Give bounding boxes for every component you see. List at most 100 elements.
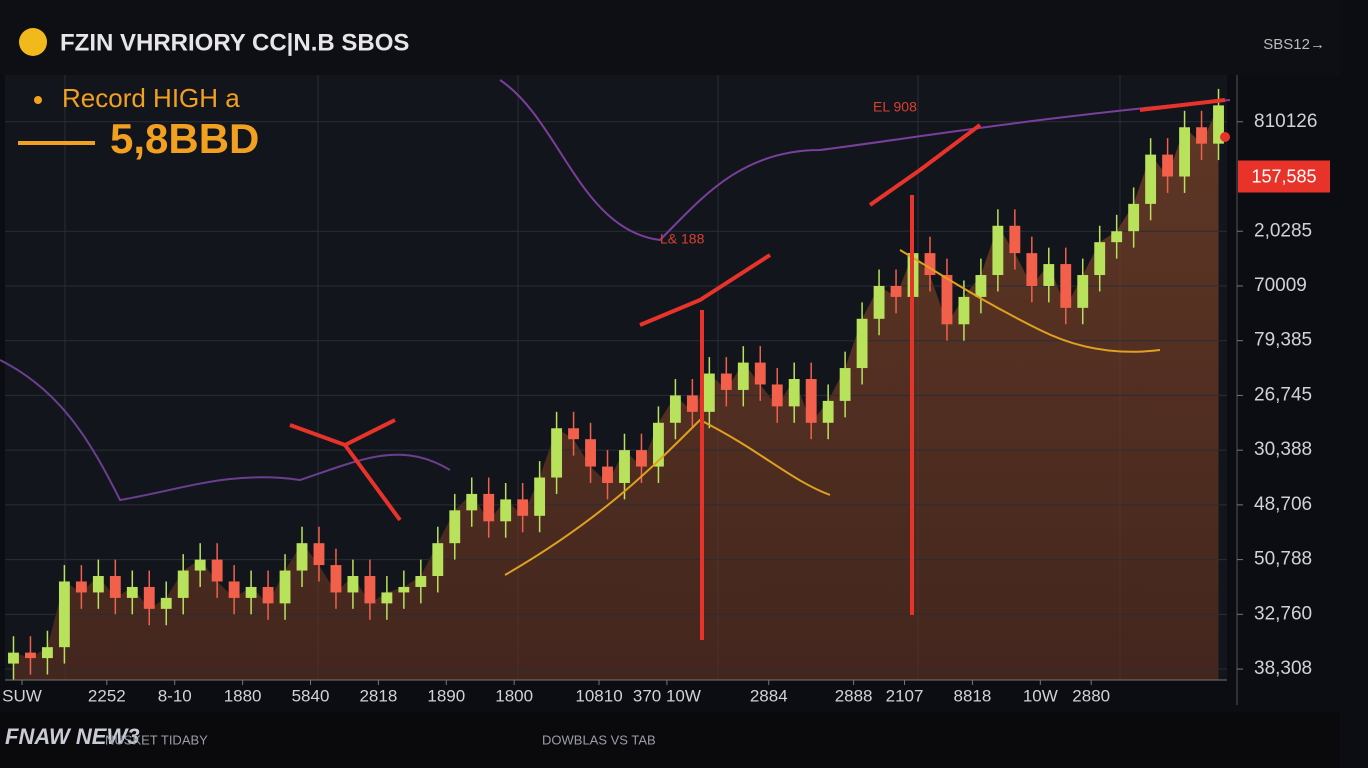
decor-line bbox=[899, 249, 1161, 353]
candle-body bbox=[1009, 225, 1021, 254]
candle-body bbox=[432, 543, 444, 577]
y-tick-label: 48,706 bbox=[1254, 494, 1312, 515]
decor-line bbox=[499, 79, 1231, 242]
candle-body bbox=[992, 225, 1004, 276]
candle-body bbox=[296, 543, 308, 571]
candle-body bbox=[415, 576, 427, 587]
x-tick-label: 2107 bbox=[886, 686, 924, 705]
candle-body bbox=[517, 499, 529, 516]
header-top-right: SBS12→ bbox=[1263, 36, 1325, 53]
candle-body bbox=[839, 368, 851, 401]
logo-icon bbox=[19, 28, 47, 56]
candle-body bbox=[279, 570, 291, 604]
candle-body bbox=[703, 373, 715, 412]
candle-body bbox=[398, 586, 410, 593]
candle-body bbox=[1043, 264, 1055, 286]
candle-body bbox=[1213, 105, 1224, 144]
y-tick-label: 26,745 bbox=[1254, 384, 1312, 405]
x-tick-label: 8-10 bbox=[158, 686, 192, 705]
candle-body bbox=[160, 597, 172, 609]
candle-body bbox=[534, 477, 546, 516]
decor-line bbox=[504, 418, 831, 576]
candle-body bbox=[483, 493, 495, 522]
candle-body bbox=[551, 428, 563, 478]
candle-body bbox=[75, 581, 87, 593]
candle-body bbox=[924, 253, 936, 276]
x-tick-label: 8818 bbox=[954, 686, 992, 705]
candle-body bbox=[822, 400, 834, 423]
candle-body bbox=[754, 362, 766, 385]
candle-body bbox=[364, 576, 376, 604]
annotation: EL 908 bbox=[873, 99, 917, 115]
candle-body bbox=[619, 450, 630, 483]
candle-body bbox=[890, 285, 902, 297]
candle-body bbox=[1196, 127, 1207, 144]
x-tick-label: 10W bbox=[1023, 686, 1058, 705]
footer-bar bbox=[0, 712, 1340, 768]
candle-body bbox=[262, 586, 274, 604]
candle-body bbox=[347, 576, 359, 593]
candle-body bbox=[194, 559, 206, 571]
candle-body bbox=[1094, 242, 1106, 276]
candle-body bbox=[720, 373, 732, 390]
last-price-box bbox=[1238, 160, 1330, 193]
x-tick-label: 2818 bbox=[359, 686, 397, 705]
footer-logo: FNAW NEW3 bbox=[5, 724, 139, 749]
candle-body bbox=[381, 592, 393, 604]
candle-body bbox=[958, 296, 970, 325]
candle-body bbox=[1145, 154, 1157, 204]
candle-body bbox=[177, 570, 189, 598]
x-tick-label: 1890 bbox=[427, 686, 465, 705]
candle-body bbox=[636, 450, 647, 467]
x-tick-label: 5840 bbox=[292, 686, 330, 705]
candle-body bbox=[109, 576, 121, 598]
candle-body bbox=[466, 493, 478, 511]
x-tick-label: 2252 bbox=[88, 686, 126, 705]
candle-body bbox=[652, 422, 664, 467]
candle-body bbox=[1162, 154, 1174, 177]
x-tick-label: 2888 bbox=[835, 686, 873, 705]
candle-body bbox=[25, 652, 36, 659]
candle-body bbox=[975, 275, 987, 297]
candle-body bbox=[602, 466, 613, 483]
header-title: FZIN VHRRIORY CC|N.B SBOS bbox=[60, 29, 409, 56]
annotation: Record HIGH a bbox=[62, 83, 240, 113]
candle-body bbox=[686, 395, 698, 412]
candle-body bbox=[585, 439, 596, 467]
candle-body bbox=[1026, 253, 1038, 286]
candle-body bbox=[126, 586, 138, 598]
x-tick-label: SUW bbox=[2, 686, 42, 705]
x-tick-label: 370 10W bbox=[633, 686, 701, 705]
candle-body bbox=[8, 652, 19, 664]
price-area bbox=[13, 105, 1219, 680]
y-tick-label: 30,388 bbox=[1254, 439, 1312, 460]
x-tick-label: 2880 bbox=[1072, 686, 1110, 705]
candle-body bbox=[330, 565, 342, 593]
candle-body bbox=[1128, 203, 1140, 232]
annotation: L& 188 bbox=[660, 231, 705, 247]
y-tick-label: 70009 bbox=[1254, 275, 1307, 296]
candle-body bbox=[873, 285, 885, 319]
candle-body bbox=[568, 428, 580, 440]
candle-body bbox=[856, 318, 868, 369]
x-tick-label: 10810 bbox=[575, 686, 622, 705]
candle-body bbox=[92, 576, 104, 593]
annotation: 5,8BBD bbox=[110, 115, 259, 162]
candle-body bbox=[805, 379, 817, 423]
candle-body bbox=[449, 510, 461, 544]
last-price-label: 157,585 bbox=[1251, 166, 1316, 186]
candle-body bbox=[1111, 231, 1123, 243]
arrow bbox=[639, 253, 772, 327]
y-tick-label: 79,385 bbox=[1254, 330, 1312, 351]
candle-body bbox=[313, 543, 325, 566]
x-tick-label: 1880 bbox=[224, 686, 262, 705]
footer-left: NUSKET TIDABY bbox=[105, 732, 208, 747]
arrow bbox=[868, 123, 982, 207]
y-tick-label: 32,760 bbox=[1254, 603, 1312, 624]
candle-body bbox=[228, 581, 240, 598]
y-tick-label: 38,308 bbox=[1254, 658, 1312, 679]
y-tick-label: 50,788 bbox=[1254, 549, 1312, 570]
header-bar bbox=[0, 0, 1340, 75]
arrow bbox=[343, 443, 402, 522]
